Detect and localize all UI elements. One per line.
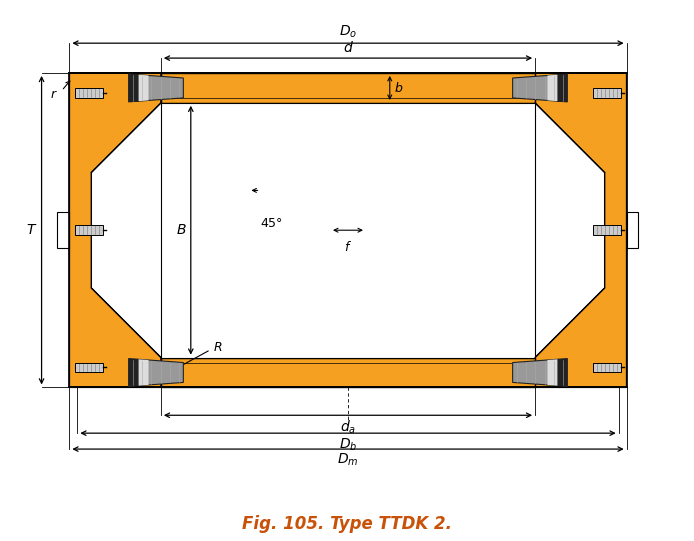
Polygon shape	[69, 73, 161, 387]
Polygon shape	[128, 74, 183, 102]
Text: $f$: $f$	[344, 240, 352, 254]
Polygon shape	[76, 88, 103, 98]
Text: $D_b$: $D_b$	[339, 436, 357, 452]
Polygon shape	[513, 74, 568, 102]
Polygon shape	[593, 362, 620, 372]
Polygon shape	[128, 359, 183, 386]
Polygon shape	[557, 74, 568, 102]
Text: $D_m$: $D_m$	[337, 452, 359, 469]
Text: $D_o$: $D_o$	[339, 24, 357, 40]
Text: $T$: $T$	[26, 223, 37, 237]
Polygon shape	[627, 212, 638, 248]
Polygon shape	[593, 225, 620, 235]
Polygon shape	[161, 103, 535, 358]
Text: Fig. 105. Type TTDK 2.: Fig. 105. Type TTDK 2.	[242, 514, 452, 533]
Polygon shape	[76, 362, 103, 372]
Polygon shape	[557, 359, 568, 386]
Polygon shape	[139, 359, 149, 386]
Polygon shape	[128, 359, 139, 386]
Polygon shape	[161, 358, 535, 387]
Text: $R$: $R$	[212, 341, 222, 354]
Polygon shape	[535, 73, 627, 387]
Polygon shape	[513, 359, 568, 386]
Polygon shape	[76, 225, 103, 235]
Polygon shape	[161, 73, 535, 103]
Polygon shape	[139, 75, 149, 101]
Text: $d_a$: $d_a$	[340, 418, 356, 436]
Polygon shape	[58, 212, 69, 248]
Polygon shape	[593, 88, 620, 98]
Polygon shape	[128, 74, 139, 102]
Text: $B$: $B$	[176, 223, 187, 237]
Text: $r$: $r$	[50, 88, 58, 101]
Polygon shape	[548, 359, 557, 386]
Text: $45°$: $45°$	[260, 217, 283, 230]
Text: $d$: $d$	[343, 40, 353, 55]
Text: $b$: $b$	[393, 81, 403, 95]
Polygon shape	[548, 75, 557, 101]
